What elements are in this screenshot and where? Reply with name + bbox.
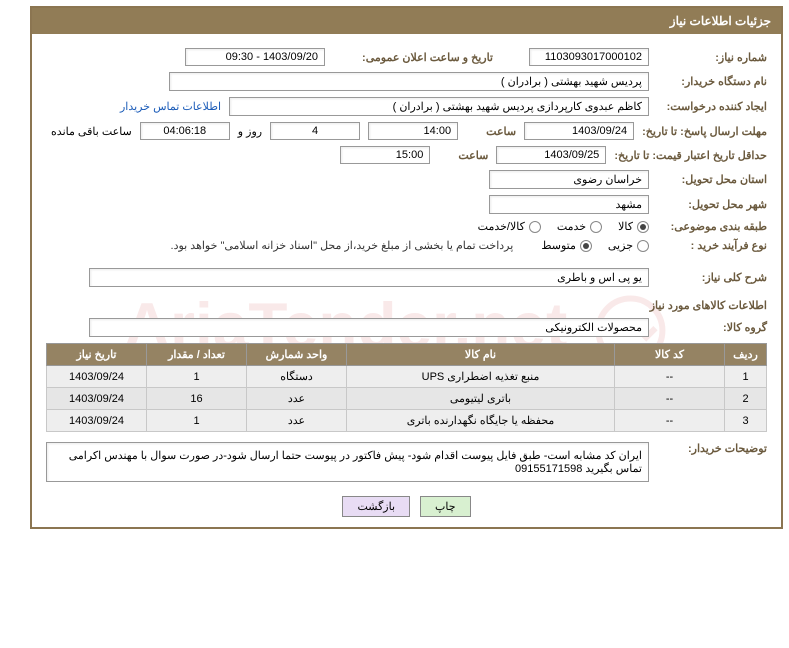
table-cell: -- <box>615 410 725 432</box>
table-cell: محفظه یا جایگاه نگهدارنده باتری <box>347 410 615 432</box>
days-remaining: 4 <box>270 122 360 140</box>
process-radio-group: جزیی متوسط <box>541 239 649 252</box>
category-radio-group: کالا خدمت کالا/خدمت <box>478 220 649 233</box>
print-button[interactable]: چاپ <box>420 496 471 517</box>
radio-medium[interactable]: متوسط <box>541 239 592 252</box>
remain-suffix: ساعت باقی مانده <box>51 125 132 138</box>
th-qty: تعداد / مقدار <box>147 344 247 366</box>
panel-content: شماره نیاز: 1103093017000102 تاریخ و ساع… <box>32 34 781 527</box>
th-code: کد کالا <box>615 344 725 366</box>
table-cell: منبع تغذیه اضطراری UPS <box>347 366 615 388</box>
table-cell: دستگاه <box>247 366 347 388</box>
summary-label: شرح کلی نیاز: <box>657 271 767 284</box>
th-date: تاریخ نیاز <box>47 344 147 366</box>
th-name: نام کالا <box>347 344 615 366</box>
table-cell: باتری لیتیومی <box>347 388 615 410</box>
table-cell: 1403/09/24 <box>47 366 147 388</box>
validity-label: حداقل تاریخ اعتبار قیمت: تا تاریخ: <box>614 149 767 162</box>
back-button[interactable]: بازگشت <box>342 496 410 517</box>
table-cell: 1403/09/24 <box>47 388 147 410</box>
table-cell: 1 <box>147 410 247 432</box>
radio-icon <box>637 240 649 252</box>
buyer-org-value: پردیس شهید بهشتی ( برادران ) <box>169 72 649 91</box>
table-row: 3--محفظه یا جایگاه نگهدارنده باتریعدد114… <box>47 410 767 432</box>
table-cell: 16 <box>147 388 247 410</box>
countdown: 04:06:18 <box>140 122 230 140</box>
announce-value: 1403/09/20 - 09:30 <box>185 48 325 66</box>
radio-partial[interactable]: جزیی <box>608 239 649 252</box>
buttons-row: چاپ بازگشت <box>46 496 767 517</box>
radio-icon <box>529 221 541 233</box>
summary-value: یو پی اس و باطری <box>89 268 649 287</box>
row-group: گروه کالا: محصولات الکترونیکی <box>46 318 767 337</box>
buyer-contact-link[interactable]: اطلاعات تماس خریدار <box>120 100 221 113</box>
table-cell: عدد <box>247 410 347 432</box>
table-cell: 1 <box>147 366 247 388</box>
buyer-org-label: نام دستگاه خریدار: <box>657 75 767 88</box>
radio-icon <box>590 221 602 233</box>
deadline-label: مهلت ارسال پاسخ: تا تاریخ: <box>642 125 767 138</box>
need-number-label: شماره نیاز: <box>657 51 767 64</box>
row-province: استان محل تحویل: خراسان رضوی <box>46 170 767 189</box>
hour-label-2: ساعت <box>438 149 488 162</box>
row-process: نوع فرآیند خرید : جزیی متوسط پرداخت تمام… <box>46 239 767 252</box>
row-requester: ایجاد کننده درخواست: کاظم عبدوی کارپرداز… <box>46 97 767 116</box>
radio-service[interactable]: خدمت <box>557 220 602 233</box>
row-deadline: مهلت ارسال پاسخ: تا تاریخ: 1403/09/24 سا… <box>46 122 767 140</box>
row-description: توضیحات خریدار: ایران کد مشابه است- طبق … <box>46 442 767 482</box>
row-buyer-org: نام دستگاه خریدار: پردیس شهید بهشتی ( بر… <box>46 72 767 91</box>
city-label: شهر محل تحویل: <box>657 198 767 211</box>
announce-label: تاریخ و ساعت اعلان عمومی: <box>333 51 493 64</box>
desc-text: ایران کد مشابه است- طبق فایل پیوست اقدام… <box>46 442 649 482</box>
table-row: 1--منبع تغذیه اضطراری UPSدستگاه11403/09/… <box>47 366 767 388</box>
need-number-value: 1103093017000102 <box>529 48 649 66</box>
requester-value: کاظم عبدوی کارپردازی پردیس شهید بهشتی ( … <box>229 97 649 116</box>
row-city: شهر محل تحویل: مشهد <box>46 195 767 214</box>
group-label: گروه کالا: <box>657 321 767 334</box>
table-cell: عدد <box>247 388 347 410</box>
hour-label-1: ساعت <box>466 125 516 138</box>
table-row: 2--باتری لیتیومیعدد161403/09/24 <box>47 388 767 410</box>
table-cell: -- <box>615 366 725 388</box>
items-table: ردیف کد کالا نام کالا واحد شمارش تعداد /… <box>46 343 767 432</box>
table-cell: 2 <box>725 388 767 410</box>
panel-header: جزئیات اطلاعات نیاز <box>32 8 781 34</box>
radio-goods[interactable]: کالا <box>618 220 649 233</box>
radio-partial-label: جزیی <box>608 239 633 252</box>
validity-date: 1403/09/25 <box>496 146 606 164</box>
validity-time: 15:00 <box>340 146 430 164</box>
process-label: نوع فرآیند خرید : <box>657 239 767 252</box>
table-header-row: ردیف کد کالا نام کالا واحد شمارش تعداد /… <box>47 344 767 366</box>
row-need-number: شماره نیاز: 1103093017000102 تاریخ و ساع… <box>46 48 767 66</box>
table-cell: 3 <box>725 410 767 432</box>
desc-label: توضیحات خریدار: <box>657 442 767 455</box>
row-validity: حداقل تاریخ اعتبار قیمت: تا تاریخ: 1403/… <box>46 146 767 164</box>
deadline-time: 14:00 <box>368 122 458 140</box>
row-summary: شرح کلی نیاز: یو پی اس و باطری <box>46 268 767 287</box>
radio-goods-label: کالا <box>618 220 633 233</box>
deadline-date: 1403/09/24 <box>524 122 634 140</box>
radio-icon <box>637 221 649 233</box>
days-suffix: روز و <box>238 125 262 138</box>
table-cell: -- <box>615 388 725 410</box>
row-category: طبقه بندی موضوعی: کالا خدمت کالا/خدمت <box>46 220 767 233</box>
items-section-title: اطلاعات کالاهای مورد نیاز <box>46 299 767 312</box>
radio-both[interactable]: کالا/خدمت <box>478 220 541 233</box>
radio-both-label: کالا/خدمت <box>478 220 525 233</box>
radio-icon <box>580 240 592 252</box>
th-row: ردیف <box>725 344 767 366</box>
requester-label: ایجاد کننده درخواست: <box>657 100 767 113</box>
group-value: محصولات الکترونیکی <box>89 318 649 337</box>
table-cell: 1 <box>725 366 767 388</box>
main-panel: جزئیات اطلاعات نیاز شماره نیاز: 11030930… <box>30 6 783 529</box>
category-label: طبقه بندی موضوعی: <box>657 220 767 233</box>
radio-medium-label: متوسط <box>541 239 576 252</box>
city-value: مشهد <box>489 195 649 214</box>
process-note: پرداخت تمام یا بخشی از مبلغ خرید،از محل … <box>171 239 514 252</box>
radio-service-label: خدمت <box>557 220 586 233</box>
table-cell: 1403/09/24 <box>47 410 147 432</box>
province-label: استان محل تحویل: <box>657 173 767 186</box>
th-unit: واحد شمارش <box>247 344 347 366</box>
province-value: خراسان رضوی <box>489 170 649 189</box>
